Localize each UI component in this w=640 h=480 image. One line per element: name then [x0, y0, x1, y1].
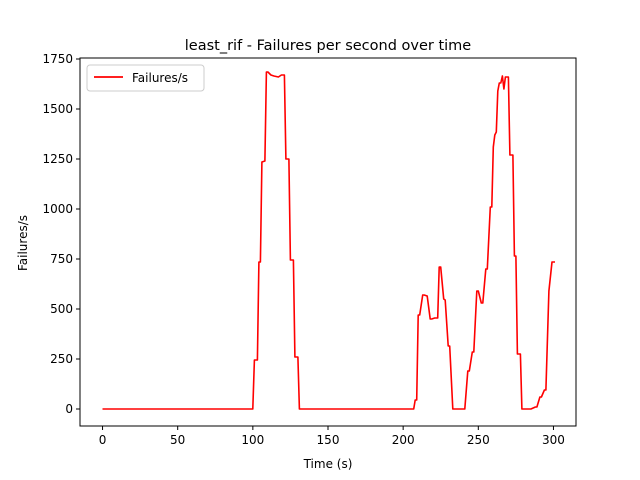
plot-area — [102, 71, 555, 410]
y-tick-label: 0 — [65, 402, 73, 416]
y-tick-label: 1250 — [42, 152, 73, 166]
x-tick-label: 200 — [392, 433, 415, 447]
legend-frame — [86, 64, 205, 92]
y-tick-label: 1000 — [42, 202, 73, 216]
y-tick-label: 750 — [50, 252, 73, 266]
x-tick-label: 250 — [467, 433, 490, 447]
series-line-failures — [102, 71, 555, 410]
y-tick-label: 1500 — [42, 102, 73, 116]
x-tick-label: 150 — [317, 433, 340, 447]
legend-label: Failures/s — [132, 71, 188, 85]
x-tick-label: 100 — [241, 433, 264, 447]
chart-title: least_rif - Failures per second over tim… — [185, 38, 472, 54]
legend: Failures/s — [86, 64, 205, 92]
x-tick-label: 300 — [542, 433, 565, 447]
y-tick-label: 500 — [50, 302, 73, 316]
y-axis-label: Failures/s — [16, 215, 30, 271]
x-tick-label: 50 — [170, 433, 185, 447]
y-tick-label: 250 — [50, 352, 73, 366]
plot-frame — [79, 57, 577, 427]
y-tick-label: 1750 — [42, 52, 73, 66]
x-axis-label: Time (s) — [303, 457, 353, 471]
x-axis: 0 50 100 150 200 250 300 — [99, 426, 565, 447]
x-tick-label: 0 — [99, 433, 107, 447]
y-axis: 0 250 500 750 1000 1250 1500 1750 — [42, 52, 80, 416]
